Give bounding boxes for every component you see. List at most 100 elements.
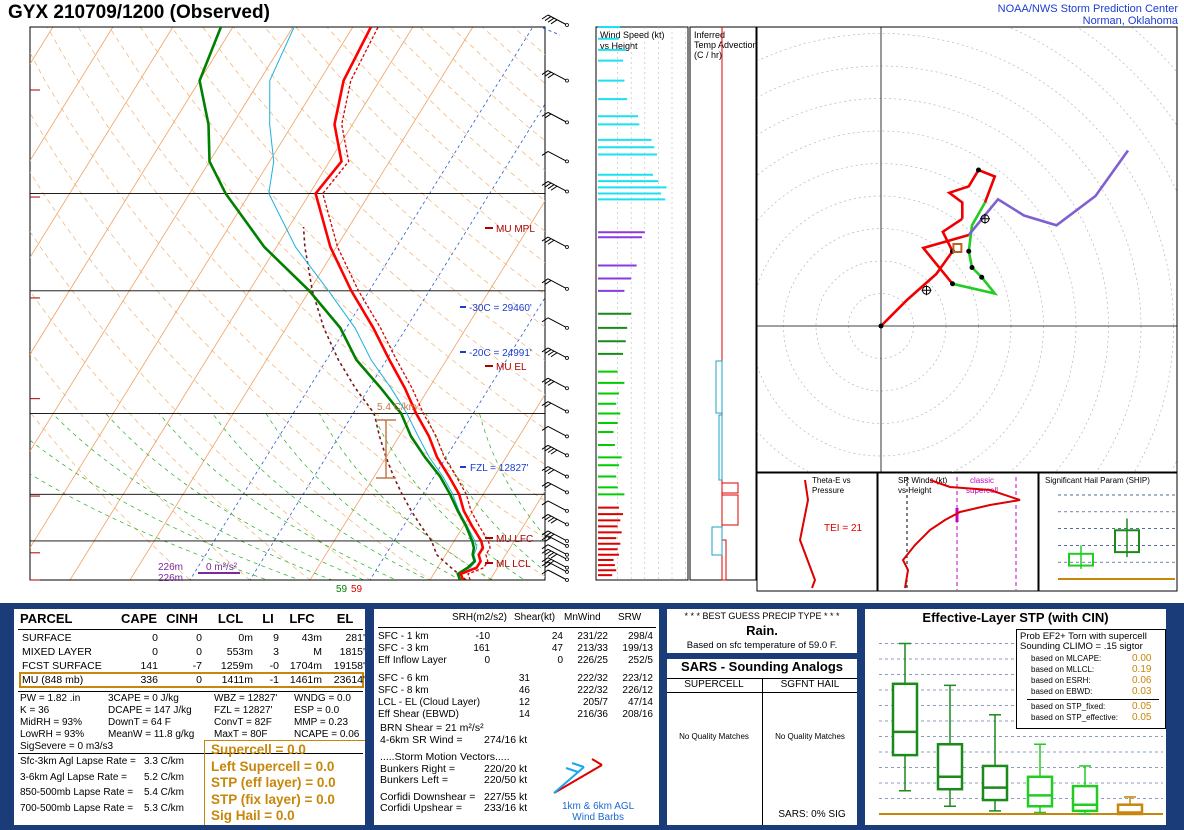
barb-flag bbox=[541, 561, 549, 567]
composite-item: Sig Hail = 0.0 bbox=[211, 808, 295, 823]
barb-flag bbox=[541, 544, 549, 550]
theta-e-panel: Theta-E vs Pressure TEI = 21 bbox=[756, 472, 878, 592]
advection-box-6 bbox=[711, 526, 723, 556]
parcel-cell: 553m bbox=[226, 646, 253, 658]
kinematic-cell: SFC - 1 km bbox=[378, 631, 429, 642]
kinematic-table: SFC - 1 km -10 24 231/22 298/4 SFC - 3 km 161 4… bbox=[378, 631, 658, 721]
dry-adiabat-0 bbox=[30, 230, 371, 580]
barb-flag bbox=[547, 560, 555, 566]
wind-barb-975 bbox=[541, 561, 569, 574]
dry-adiabat-30 bbox=[30, 52, 545, 578]
parcel-cell: 0 bbox=[196, 674, 202, 686]
isotherm--10 bbox=[309, 200, 545, 580]
barb-flag bbox=[550, 185, 558, 191]
stp-based-label: based on EBWD: bbox=[1031, 687, 1093, 696]
kinematic-cell: 12 bbox=[518, 697, 530, 708]
precip-basis: Based on sfc temperature of 59.0 F. bbox=[686, 640, 838, 651]
hodo-segment-1 bbox=[946, 168, 997, 219]
barb-6km-flag-1 bbox=[571, 762, 585, 768]
sars-sig: SARS: 0% SIG bbox=[778, 809, 846, 820]
skewt-chart: MU MPL MU EL MU LFC ML LCL -30C = 29460'… bbox=[29, 14, 569, 595]
barb-shaft bbox=[547, 347, 568, 359]
parcel-cell: 1411m bbox=[221, 674, 253, 686]
lapse-label: Sfc-3km Agl Lapse Rate = bbox=[20, 756, 136, 767]
kinematic-cell: Eff Inflow Layer bbox=[378, 655, 447, 666]
barb-shaft bbox=[547, 530, 568, 542]
barb-station bbox=[565, 286, 569, 291]
moist-adiabat-5 bbox=[105, 413, 365, 580]
stp-iqr-box bbox=[1116, 803, 1144, 816]
kinematic-cell: 222/32 bbox=[577, 673, 608, 684]
fzl-label: FZL = 12827' bbox=[470, 463, 529, 474]
barb-flag bbox=[544, 563, 552, 568]
moist-adiabat--5 bbox=[30, 439, 301, 580]
kinematic-cell: 226/12 bbox=[622, 685, 653, 696]
hodo-segment-0 bbox=[880, 217, 964, 327]
lapse-value: 5.2 C/km bbox=[144, 771, 185, 783]
barb-flag bbox=[541, 481, 549, 487]
barb-flag bbox=[541, 500, 549, 506]
barb-station bbox=[565, 552, 569, 557]
parcel-cell: 43m bbox=[301, 632, 322, 644]
corfidi-up-value: 233/16 kt bbox=[484, 802, 528, 814]
isotherm--50 bbox=[69, 27, 414, 580]
parcel-cell: MU (848 mb) bbox=[22, 674, 84, 686]
parcel-trace bbox=[302, 226, 467, 580]
advection-title-1: Inferred bbox=[694, 30, 725, 40]
ship-panel: Significant Hail Param (SHIP) bbox=[1038, 472, 1178, 592]
barb-station bbox=[565, 544, 569, 548]
stp-based-value: 0.00 bbox=[1132, 653, 1152, 664]
wind-barb-100 bbox=[541, 14, 569, 27]
parcel-cell: SURFACE bbox=[22, 632, 72, 644]
lapse-value: 5.4 C/km bbox=[144, 787, 185, 798]
barb-flag bbox=[541, 278, 549, 284]
wind-barb-550 bbox=[541, 425, 569, 439]
index-item: SigSevere = 0 m3/s3 bbox=[20, 741, 114, 752]
stp-based-value: 0.19 bbox=[1132, 664, 1152, 675]
isotherm--80 bbox=[30, 27, 234, 355]
hodograph-panel bbox=[756, 26, 1178, 473]
kinematic-cell: 0 bbox=[557, 655, 563, 666]
advection-title-2: Temp Advection bbox=[694, 40, 758, 50]
brn-shear: BRN Shear = 21 m²/s² bbox=[380, 722, 484, 734]
index-item: PW = 1.82 .in bbox=[20, 693, 81, 704]
barb-flag bbox=[547, 184, 555, 190]
stp-based-rule bbox=[1027, 699, 1159, 700]
barb-shaft bbox=[547, 544, 568, 556]
lapse-rate-label: 5.4 C/km bbox=[377, 402, 417, 413]
mu-mpl-label: MU MPL bbox=[496, 224, 535, 235]
kinematic-cell: 161 bbox=[473, 643, 490, 654]
barb-shaft bbox=[547, 535, 568, 547]
wind-speed-title-2: vs Height bbox=[600, 41, 638, 51]
advection-frame bbox=[689, 26, 757, 581]
parcel-row: SURFACE 0 0 0m 9 43m 281' bbox=[20, 631, 365, 645]
barb-flag bbox=[544, 483, 552, 489]
lapse-value: 5.3 C/km bbox=[144, 802, 185, 814]
ship-title: Significant Hail Param (SHIP) bbox=[1045, 476, 1150, 485]
org-line-2: Norman, Oklahoma bbox=[1082, 15, 1178, 27]
hodo-point-0 bbox=[878, 323, 884, 329]
parcel-cell: M bbox=[313, 646, 322, 658]
stp-boxplots bbox=[891, 642, 1144, 816]
stp-title: Effective-Layer STP (with CIN) bbox=[922, 610, 1109, 625]
barb-flag bbox=[544, 532, 552, 537]
barb-flag bbox=[550, 449, 558, 455]
stp-box-EF3 bbox=[936, 684, 964, 807]
moist-adiabats bbox=[30, 413, 545, 580]
stp-box-EF2 bbox=[981, 714, 1009, 812]
supercell-label: supercell bbox=[966, 486, 998, 495]
parcel-cell: 19158' bbox=[333, 660, 365, 672]
barb-flag bbox=[544, 379, 552, 385]
barb-station bbox=[565, 434, 569, 439]
parcel-cell: 281' bbox=[345, 632, 365, 644]
iso-m20-label: -20C = 24991' bbox=[469, 348, 532, 359]
sr-wind-46-label: 4-6km SR Wind = bbox=[380, 734, 463, 746]
agl-barbs-caption-1: 1km & 6km AGL bbox=[562, 801, 635, 812]
composite-item: STP (eff layer) = 0.0 bbox=[211, 775, 336, 790]
hodo-point-2 bbox=[976, 167, 981, 173]
sfc-temp-label: 59 bbox=[351, 584, 363, 595]
composite-item: Supercell = 0.0 bbox=[211, 742, 306, 757]
ship-grid bbox=[1058, 494, 1175, 580]
index-item: K = 36 bbox=[20, 705, 50, 716]
sars-hail-nq: No Quality Matches bbox=[775, 732, 845, 741]
